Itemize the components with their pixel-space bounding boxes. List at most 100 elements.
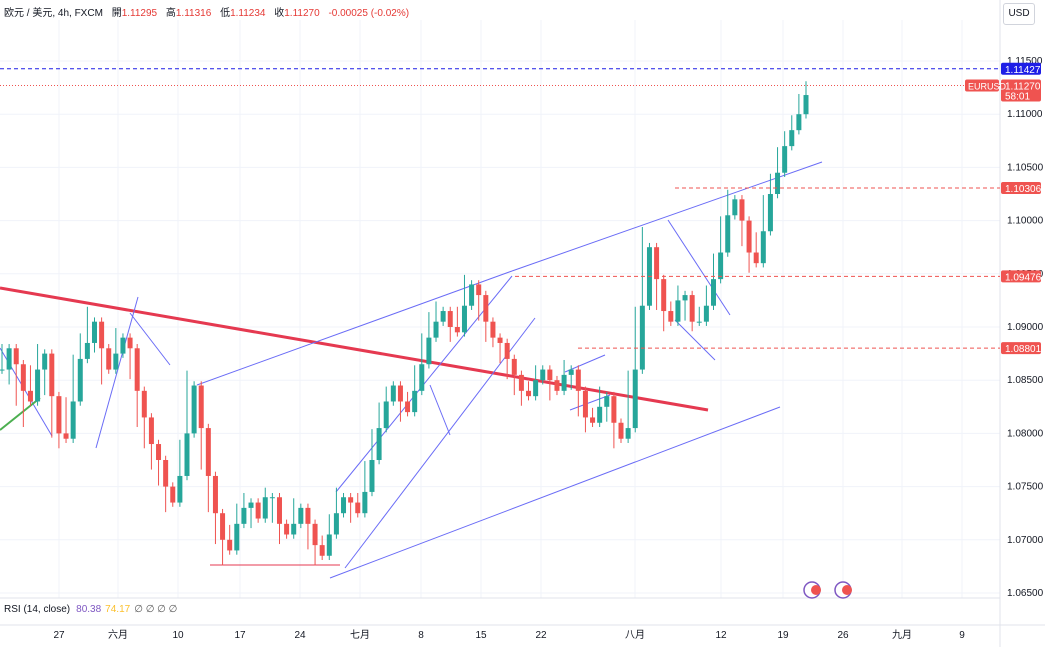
candle-body <box>526 390 532 397</box>
candle-body <box>56 396 62 434</box>
candle-body <box>426 337 432 365</box>
candle-body <box>241 507 247 524</box>
consolidation-lower <box>569 394 611 411</box>
candle-body <box>35 369 41 402</box>
candle-body <box>84 342 90 359</box>
open-label: 開 <box>111 8 122 19</box>
candle-body <box>383 401 389 429</box>
x-tick-label: 八月 <box>625 629 645 641</box>
candle-body <box>63 433 69 439</box>
candle-body <box>42 353 48 370</box>
event-flag-dot <box>842 585 852 595</box>
candle-body <box>668 311 674 322</box>
candle-body <box>682 295 688 301</box>
candle-body <box>0 369 5 371</box>
candle-body <box>454 327 460 333</box>
x-tick-label: 26 <box>837 630 849 641</box>
candle-body <box>597 406 603 423</box>
upper-channel-line <box>196 270 513 386</box>
candle-body <box>767 194 773 232</box>
currency-button[interactable]: USD <box>1003 3 1035 25</box>
x-tick-label: 九月 <box>892 629 912 641</box>
candle-body <box>120 337 126 354</box>
candle-body <box>348 497 354 503</box>
y-tick-label: 1.09000 <box>1007 322 1044 333</box>
candle-body <box>77 358 83 402</box>
candle-body <box>269 497 275 499</box>
candle-body <box>319 545 325 556</box>
candle-body <box>405 401 411 413</box>
candle-body <box>298 507 304 524</box>
trend-drawings <box>0 161 823 579</box>
candle-body <box>789 130 795 147</box>
time-axis: 27 六月 10 17 24 七月 8 15 22 八月 12 19 26 九月 9 <box>53 629 965 641</box>
candle-body <box>419 364 425 391</box>
price-tag-box <box>1001 270 1041 283</box>
candle-body <box>618 422 624 439</box>
candle-body <box>725 215 731 253</box>
candle-body <box>20 364 26 391</box>
x-tick-label: 27 <box>53 630 65 641</box>
candle-body <box>390 385 396 402</box>
candle-body <box>205 428 211 476</box>
lower-channel-line <box>329 406 781 579</box>
y-tick-label: 1.06500 <box>1007 588 1044 599</box>
price-tag-label: 1.11270 <box>1005 81 1041 92</box>
candle-body <box>611 396 617 423</box>
price-tag-box <box>1001 62 1041 75</box>
event-flags[interactable] <box>803 581 852 599</box>
candle-body <box>170 486 176 503</box>
candle-body <box>113 353 119 370</box>
candle-body <box>732 199 738 216</box>
chart-header: 欧元 / 美元, 4h, FXCM 開1.11295 高1.11316 低1.1… <box>4 4 409 19</box>
x-tick-label: 六月 <box>108 629 128 641</box>
candle-body <box>355 502 361 514</box>
price-tag-label: 1.10306 <box>1005 184 1042 195</box>
rsi-legend: RSI (14, close) 80.38 74.17 ∅ ∅ ∅ ∅ <box>4 604 177 615</box>
candle-body <box>718 252 724 280</box>
candle-body <box>284 523 290 535</box>
x-tick-label: 9 <box>959 630 965 641</box>
price-tag-box <box>1001 182 1041 195</box>
candle-body <box>447 311 453 327</box>
candle-body <box>568 369 574 375</box>
candle-body <box>575 369 581 391</box>
pullback-upper <box>667 219 731 316</box>
candle-body <box>775 172 781 194</box>
candle-body <box>782 146 788 173</box>
symbol-label: 欧元 / 美元, 4h, FXCM <box>4 8 103 19</box>
candle-body <box>461 305 467 333</box>
low-label: 低 <box>220 8 231 19</box>
price-tag-label: 1.08801 <box>1005 344 1042 355</box>
candle-body <box>362 491 368 514</box>
rise-channel-lower <box>344 317 536 569</box>
candle-body <box>440 311 446 322</box>
candle-body <box>483 295 489 322</box>
candle-body <box>312 523 318 546</box>
candle-body <box>70 401 76 439</box>
candle-body <box>99 321 105 349</box>
rsi-title: RSI (14, close) <box>4 604 71 615</box>
candle-body <box>689 295 695 322</box>
candle-body <box>305 507 311 524</box>
candle-body <box>504 342 510 359</box>
candle-body <box>49 353 55 397</box>
symbol-tag-box <box>965 79 999 92</box>
candle-body <box>177 475 183 503</box>
price-tag-label: 1.11427 <box>1005 65 1041 76</box>
rsi-extra: ∅ ∅ ∅ ∅ <box>134 604 178 615</box>
candle-body <box>533 380 539 397</box>
candle-body <box>476 284 482 296</box>
candle-body <box>796 114 802 131</box>
x-tick-label: 19 <box>777 630 789 641</box>
candle-body <box>326 534 332 556</box>
candle-body <box>746 220 752 253</box>
x-tick-label: 10 <box>172 630 184 641</box>
candle-body <box>561 374 567 391</box>
candle-body <box>369 460 375 492</box>
candle-body <box>703 305 709 322</box>
y-tick-label: 1.10500 <box>1007 162 1044 173</box>
